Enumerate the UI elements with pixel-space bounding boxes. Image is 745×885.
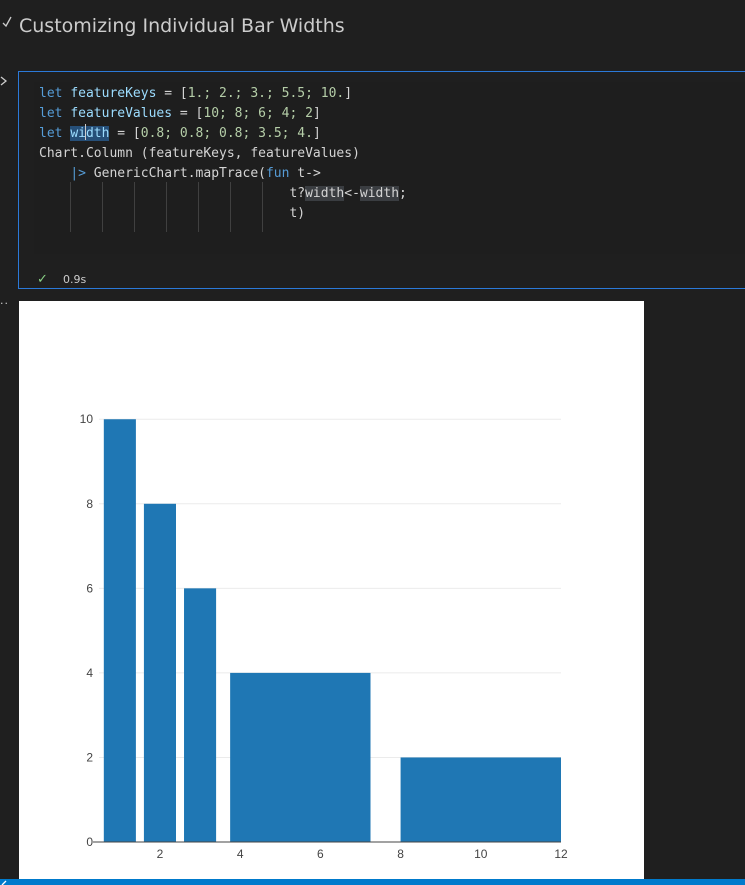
indent-guide: [134, 182, 135, 232]
indent-guide: [262, 182, 263, 232]
code-line-1: let featureKeys = [1.; 2.; 3.; 5.5; 10.]: [39, 86, 353, 101]
y-tick-label: 10: [80, 412, 94, 426]
indent-guide: [230, 182, 231, 232]
x-tick-label: 6: [317, 847, 324, 861]
output-more-icon[interactable]: ··: [0, 297, 9, 310]
chevron-collapse-icon[interactable]: [2, 14, 12, 28]
corner-arrow-icon: [1, 880, 7, 885]
indent-guide: [70, 182, 71, 232]
code-line-5: |> GenericChart.mapTrace(fun t->: [70, 166, 321, 181]
text-cursor: [85, 124, 87, 140]
code-editor[interactable]: let featureKeys = [1.; 2.; 3.; 5.5; 10.]…: [34, 82, 745, 254]
section-header: Customizing Individual Bar Widths: [0, 0, 745, 56]
code-cell[interactable]: let featureKeys = [1.; 2.; 3.; 5.5; 10.]…: [18, 71, 745, 289]
status-bar: [0, 879, 745, 885]
y-tick-label: 4: [86, 666, 93, 680]
bar: [230, 672, 371, 842]
code-line-4: Chart.Column (featureKeys, featureValues…: [39, 146, 360, 161]
y-tick-label: 2: [86, 750, 93, 764]
bar: [143, 503, 176, 842]
success-check-icon: ✓: [37, 272, 48, 287]
section-title: Customizing Individual Bar Widths: [19, 15, 345, 37]
indent-guide: [166, 182, 167, 232]
code-line-3: let width = [0.8; 0.8; 0.8; 3.5; 4.]: [39, 124, 321, 141]
y-tick-label: 8: [86, 497, 93, 511]
x-tick-label: 12: [554, 847, 568, 861]
bar-chart: 0 2 4 6 8 10 2 4 6 8 10 12: [80, 412, 568, 861]
y-tick-label: 0: [86, 835, 93, 849]
y-tick-label: 6: [86, 581, 93, 595]
bar: [400, 757, 561, 842]
execution-time: 0.9s: [63, 273, 87, 286]
x-tick-label: 10: [474, 847, 488, 861]
code-line-6: t?width<-width;: [289, 186, 407, 201]
x-tick-label: 8: [397, 847, 404, 861]
code-line-2: let featureValues = [10; 8; 6; 4; 2]: [39, 106, 321, 121]
x-tick-label: 4: [237, 847, 244, 861]
indent-guide: [198, 182, 199, 232]
indent-guide: [102, 182, 103, 232]
chart-output: 0 2 4 6 8 10 2 4 6 8 10 12: [19, 301, 644, 879]
bar: [103, 419, 136, 842]
code-line-7: t): [289, 206, 306, 221]
bar: [184, 588, 217, 842]
execute-cell-icon[interactable]: [0, 76, 8, 86]
x-tick-label: 2: [157, 847, 164, 861]
